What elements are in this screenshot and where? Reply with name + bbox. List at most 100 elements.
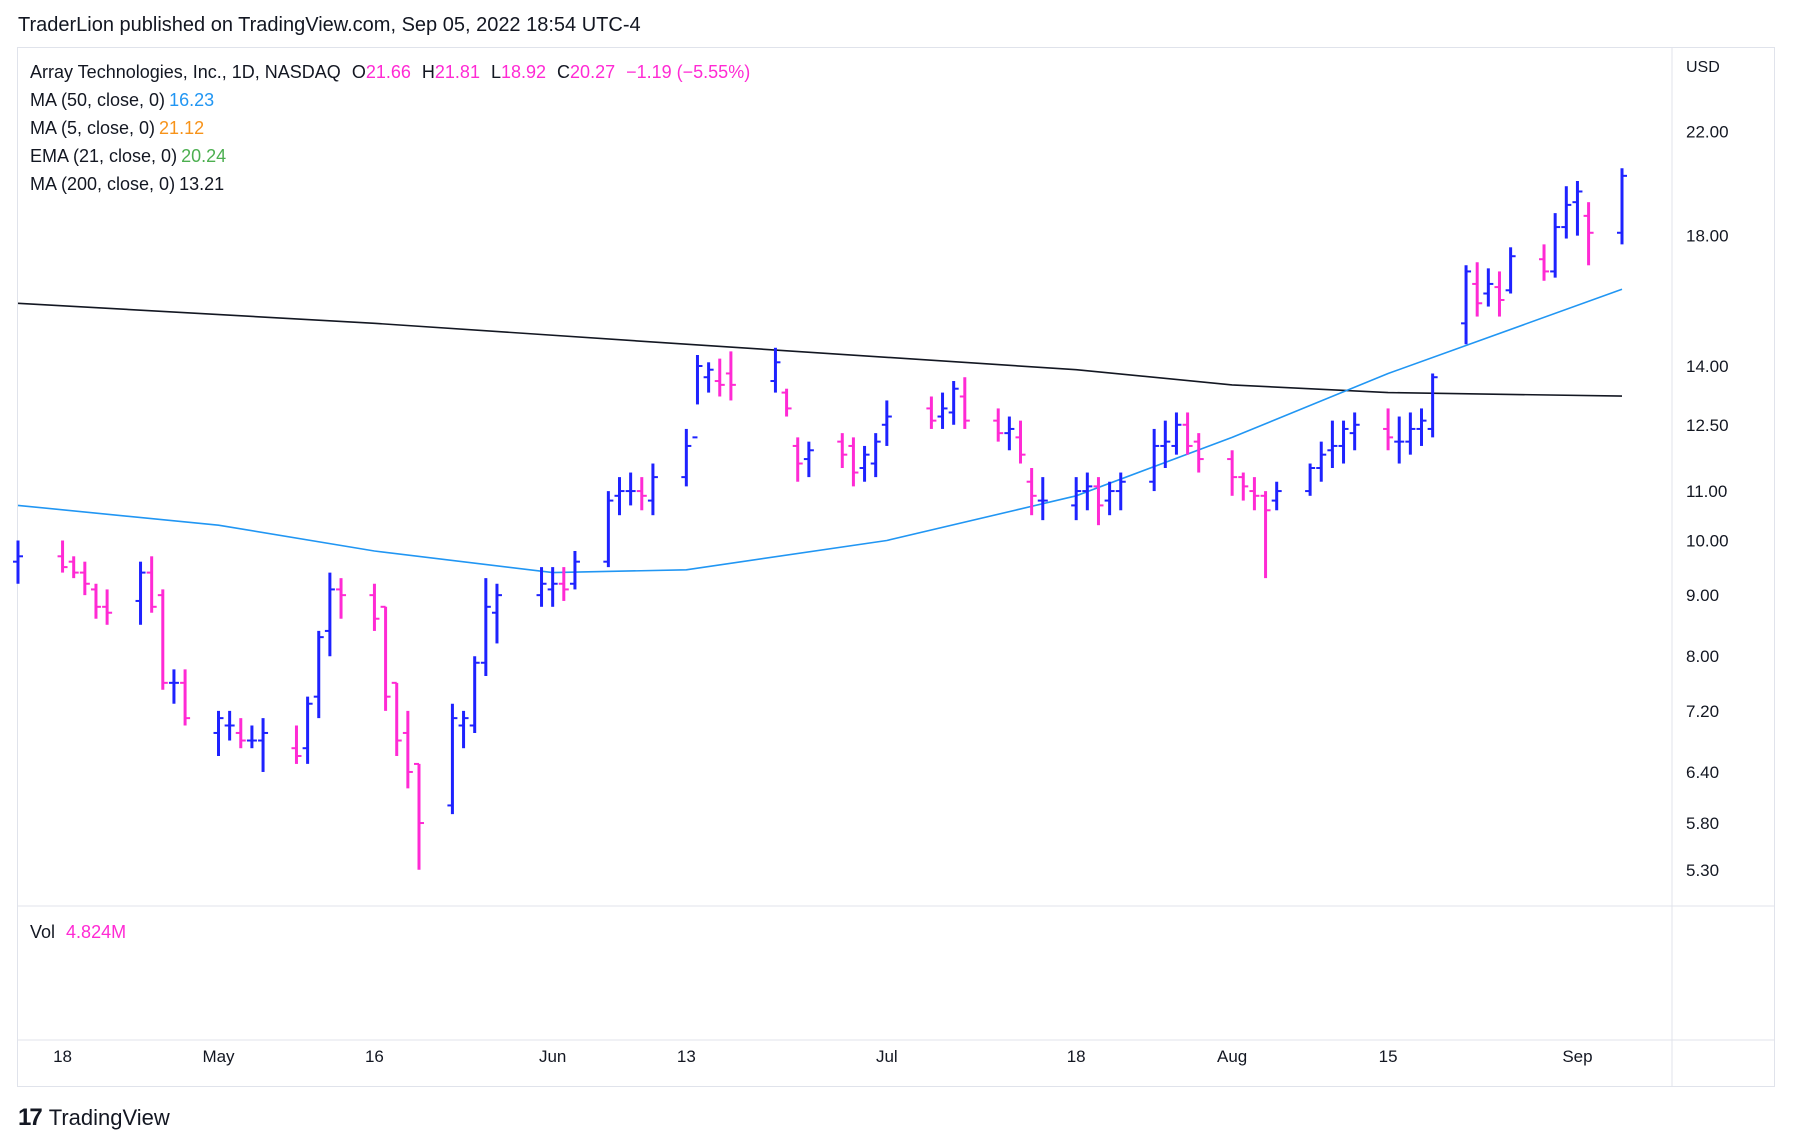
price-bar — [1405, 412, 1416, 455]
y-tick-label: 14.00 — [1686, 357, 1729, 376]
price-bar — [1015, 420, 1026, 464]
price-bar — [1416, 408, 1427, 446]
price-bar — [1338, 420, 1349, 464]
price-bar — [102, 589, 113, 625]
price-bar — [324, 572, 335, 657]
ma-line — [17, 302, 1623, 397]
change-value: −1.19 (−5.55%) — [626, 62, 751, 82]
price-bar — [1472, 262, 1483, 317]
price-bar — [937, 392, 948, 429]
price-bar — [1572, 181, 1583, 236]
high-value: 21.81 — [434, 62, 480, 82]
ohlc-open: O21.66 — [352, 62, 411, 82]
price-bar — [57, 540, 68, 573]
price-bar — [1505, 247, 1516, 294]
price-bar — [1561, 186, 1572, 239]
study-ma5-row[interactable]: MA (5, close, 0) 21.12 — [30, 114, 750, 142]
y-tick-label: 6.40 — [1686, 763, 1719, 782]
x-tick-label: 15 — [1379, 1047, 1398, 1066]
y-tick-label: 11.00 — [1686, 482, 1727, 501]
study-label: MA (5, close, 0) — [30, 118, 156, 138]
price-bar — [1349, 412, 1360, 451]
price-bar — [336, 578, 347, 619]
ohlc-close: C20.27 — [557, 62, 615, 82]
y-tick-label: 9.00 — [1686, 586, 1719, 605]
price-bar — [1149, 428, 1160, 492]
price-bar — [681, 428, 692, 487]
price-bar — [447, 703, 458, 815]
price-bar — [1171, 412, 1182, 455]
brand-name: TradingView — [48, 1105, 170, 1130]
price-bar — [848, 437, 859, 487]
price-bar — [547, 567, 558, 607]
ohlc-low: L18.92 — [491, 62, 546, 82]
price-bar — [1104, 481, 1115, 516]
price-bar — [792, 437, 803, 482]
price-bar — [1260, 491, 1271, 579]
price-bar — [870, 433, 881, 478]
study-label: MA (200, close, 0) — [30, 174, 176, 194]
price-bar — [1082, 472, 1093, 511]
price-bar — [79, 561, 90, 596]
price-bar — [725, 351, 736, 401]
price-bar — [235, 718, 246, 749]
y-tick-label: 18.00 — [1686, 227, 1729, 246]
price-bar — [157, 589, 168, 690]
price-bar — [480, 578, 491, 677]
price-bar — [391, 681, 402, 757]
price-bar — [536, 567, 547, 607]
price-bar — [402, 710, 413, 789]
y-tick-label: 5.30 — [1686, 861, 1719, 880]
price-bar — [1394, 416, 1405, 464]
price-bar — [180, 669, 191, 726]
volume-value: 4.824M — [66, 922, 127, 942]
x-tick-label: 18 — [53, 1047, 72, 1066]
price-bar — [1193, 433, 1204, 473]
price-bar — [1182, 412, 1193, 455]
price-bar — [246, 725, 257, 749]
price-bar — [714, 358, 725, 397]
x-tick-label: 16 — [365, 1047, 384, 1066]
study-ma200-row[interactable]: MA (200, close, 0) 13.21 — [30, 170, 750, 198]
price-bar — [458, 710, 469, 749]
price-bar — [1271, 481, 1282, 511]
x-tick-label: Aug — [1217, 1047, 1247, 1066]
price-bar — [258, 718, 269, 772]
price-bar — [469, 656, 480, 733]
footer-brand[interactable]: 17 TradingView — [18, 1104, 170, 1132]
x-tick-label: Jun — [539, 1047, 566, 1066]
price-bar — [703, 362, 714, 393]
price-bar — [881, 400, 892, 446]
price-bar — [13, 540, 23, 584]
price-bar — [1305, 463, 1316, 496]
y-tick-label: 10.00 — [1686, 532, 1729, 551]
close-label: C — [557, 62, 571, 82]
price-bar — [859, 445, 870, 482]
price-bar — [603, 491, 614, 568]
price-bar — [168, 669, 179, 704]
ohlc-high: H21.81 — [422, 62, 480, 82]
price-bar — [369, 583, 380, 631]
price-bar — [224, 710, 235, 741]
price-bar — [1494, 271, 1505, 317]
study-ema21-row[interactable]: EMA (21, close, 0) 20.24 — [30, 142, 750, 170]
price-bar — [1026, 468, 1037, 516]
price-bar — [1617, 168, 1627, 245]
study-label: EMA (21, close, 0) — [30, 146, 178, 166]
chart-legend: Array Technologies, Inc., 1D, NASDAQ O21… — [30, 58, 750, 198]
x-tick-label: 13 — [677, 1047, 696, 1066]
tradingview-logo-icon: 17 — [18, 1104, 43, 1131]
price-bar — [1115, 472, 1126, 511]
study-ma50-row[interactable]: MA (50, close, 0) 16.23 — [30, 86, 750, 114]
price-bar — [636, 477, 647, 511]
low-value: 18.92 — [500, 62, 547, 82]
volume-legend[interactable]: Vol 4.824M — [30, 922, 126, 943]
price-bar — [692, 354, 703, 439]
price-bar — [959, 377, 970, 429]
study-label: MA (50, close, 0) — [30, 90, 166, 110]
price-bar — [146, 556, 157, 613]
symbol-name: Array Technologies, Inc., 1D, NASDAQ — [30, 62, 341, 82]
symbol-legend-row[interactable]: Array Technologies, Inc., 1D, NASDAQ O21… — [30, 58, 750, 86]
